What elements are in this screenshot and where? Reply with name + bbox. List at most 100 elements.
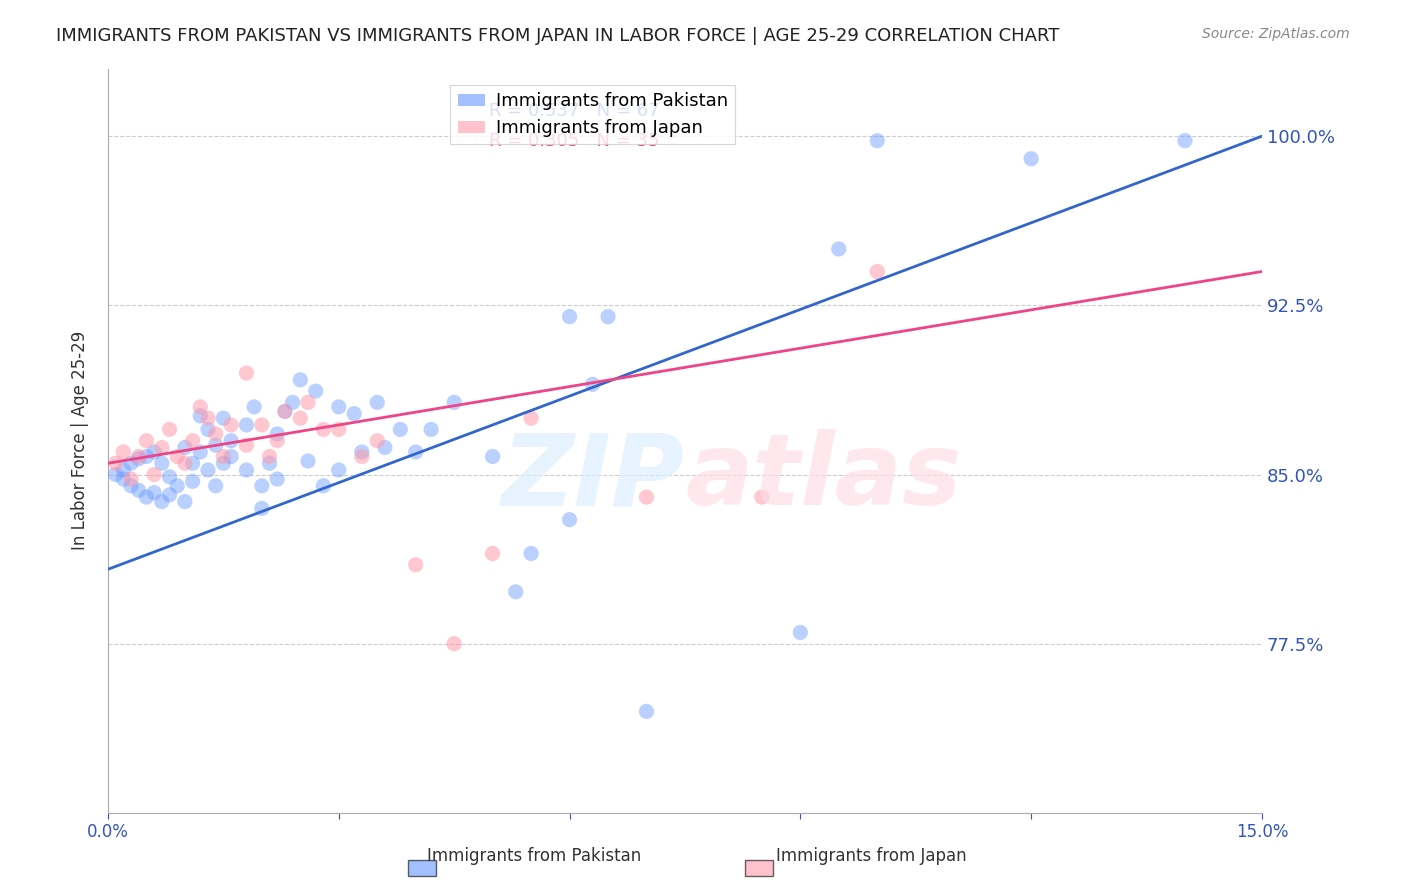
Point — [558, 513, 581, 527]
Point — [104, 467, 127, 482]
Point — [204, 479, 226, 493]
Point — [520, 547, 543, 561]
Point — [305, 384, 328, 398]
Point — [297, 395, 319, 409]
Text: Immigrants from Japan: Immigrants from Japan — [776, 847, 967, 865]
Point — [143, 445, 166, 459]
Point — [197, 422, 219, 436]
Point — [266, 472, 288, 486]
Point — [350, 450, 373, 464]
Point — [328, 422, 350, 436]
Point — [350, 445, 373, 459]
Point — [374, 441, 396, 455]
Point — [266, 434, 288, 448]
Point — [235, 366, 257, 380]
Point — [259, 456, 281, 470]
Point — [112, 472, 135, 486]
Point — [328, 400, 350, 414]
Point — [135, 434, 157, 448]
Legend: Immigrants from Pakistan, Immigrants from Japan: Immigrants from Pakistan, Immigrants fro… — [450, 85, 735, 145]
Point — [120, 472, 142, 486]
Point — [828, 242, 851, 256]
Point — [343, 407, 366, 421]
Point — [128, 451, 150, 466]
Point — [135, 450, 157, 464]
Point — [328, 463, 350, 477]
Point — [219, 417, 242, 432]
Point — [266, 426, 288, 441]
Point — [128, 450, 150, 464]
Point — [389, 422, 412, 436]
Point — [259, 450, 281, 464]
Point — [212, 450, 235, 464]
Point — [235, 463, 257, 477]
Point — [174, 494, 197, 508]
Point — [505, 585, 527, 599]
Point — [197, 463, 219, 477]
Point — [405, 445, 427, 459]
Point — [366, 434, 388, 448]
Point — [789, 625, 811, 640]
Point — [135, 490, 157, 504]
Point — [366, 395, 388, 409]
Point — [150, 456, 173, 470]
Point — [188, 400, 211, 414]
Point — [558, 310, 581, 324]
Point — [128, 483, 150, 498]
Point — [405, 558, 427, 572]
Point — [596, 310, 619, 324]
Point — [212, 456, 235, 470]
Point — [159, 488, 181, 502]
Point — [120, 479, 142, 493]
Point — [188, 409, 211, 423]
Point — [181, 456, 204, 470]
Point — [143, 467, 166, 482]
Point — [443, 637, 465, 651]
Point — [250, 417, 273, 432]
Point — [212, 411, 235, 425]
Point — [312, 479, 335, 493]
Point — [243, 400, 266, 414]
Point — [120, 456, 142, 470]
Point — [520, 411, 543, 425]
Point — [104, 456, 127, 470]
Point — [174, 456, 197, 470]
Point — [751, 490, 773, 504]
Text: Immigrants from Pakistan: Immigrants from Pakistan — [427, 847, 641, 865]
Point — [443, 395, 465, 409]
Point — [582, 377, 605, 392]
Point — [219, 450, 242, 464]
Point — [290, 373, 312, 387]
Point — [235, 417, 257, 432]
Point — [235, 438, 257, 452]
Point — [1174, 134, 1197, 148]
Point — [159, 470, 181, 484]
Point — [197, 411, 219, 425]
Point — [274, 404, 297, 418]
Point — [481, 547, 503, 561]
Point — [481, 450, 503, 464]
Text: R = 0.537   N = 67: R = 0.537 N = 67 — [489, 102, 659, 120]
Y-axis label: In Labor Force | Age 25-29: In Labor Force | Age 25-29 — [72, 331, 89, 550]
Point — [281, 395, 304, 409]
Point — [159, 422, 181, 436]
Point — [219, 434, 242, 448]
Text: atlas: atlas — [685, 429, 962, 526]
Point — [150, 494, 173, 508]
Text: ZIP: ZIP — [502, 429, 685, 526]
Point — [866, 264, 889, 278]
Point — [150, 441, 173, 455]
Point — [181, 475, 204, 489]
Point — [1019, 152, 1042, 166]
Text: Source: ZipAtlas.com: Source: ZipAtlas.com — [1202, 27, 1350, 41]
Point — [274, 404, 297, 418]
Point — [166, 450, 188, 464]
Point — [112, 445, 135, 459]
Point — [204, 438, 226, 452]
Point — [420, 422, 443, 436]
Point — [636, 490, 658, 504]
Point — [866, 134, 889, 148]
Point — [290, 411, 312, 425]
Point — [188, 445, 211, 459]
Point — [250, 479, 273, 493]
